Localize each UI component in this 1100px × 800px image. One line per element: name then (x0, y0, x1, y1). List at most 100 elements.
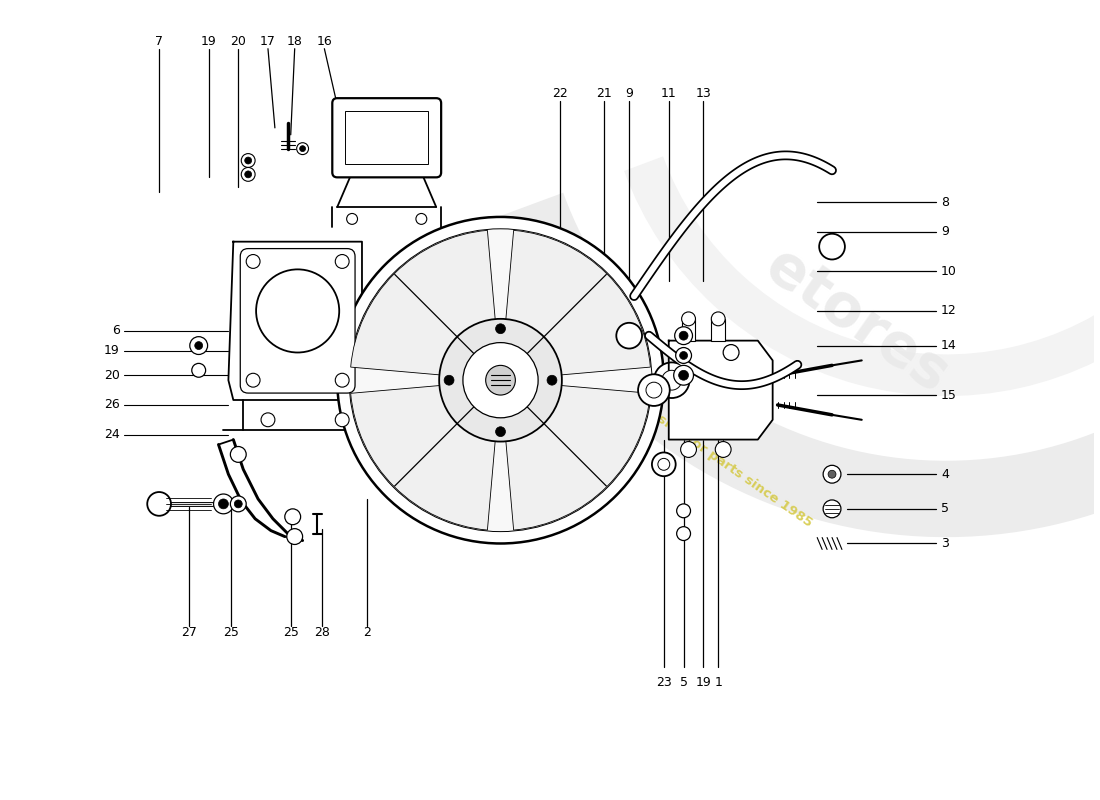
Circle shape (234, 500, 242, 508)
Circle shape (823, 500, 840, 518)
Circle shape (676, 526, 691, 541)
Circle shape (444, 375, 454, 385)
Wedge shape (500, 230, 650, 380)
Text: 19: 19 (695, 675, 712, 689)
Circle shape (213, 494, 233, 514)
Text: 15: 15 (940, 389, 957, 402)
Text: 12: 12 (940, 305, 957, 318)
Bar (682, 319, 695, 341)
Text: 5: 5 (940, 502, 949, 515)
Circle shape (680, 351, 688, 359)
Circle shape (828, 470, 836, 478)
Circle shape (241, 167, 255, 182)
Circle shape (338, 217, 663, 543)
Circle shape (241, 154, 255, 167)
Text: 14: 14 (940, 339, 957, 352)
Circle shape (820, 234, 845, 259)
Circle shape (653, 362, 690, 398)
Text: 6: 6 (112, 324, 120, 338)
Text: 3: 3 (940, 537, 949, 550)
Circle shape (256, 270, 339, 353)
Circle shape (336, 374, 349, 387)
Circle shape (496, 426, 506, 437)
Circle shape (463, 342, 538, 418)
Circle shape (147, 492, 170, 516)
Circle shape (416, 214, 427, 224)
Text: 20: 20 (103, 369, 120, 382)
Wedge shape (351, 380, 501, 530)
Text: 17: 17 (260, 35, 276, 48)
Text: 28: 28 (315, 626, 330, 639)
Circle shape (486, 366, 516, 395)
Circle shape (723, 345, 739, 361)
Circle shape (246, 254, 260, 268)
Circle shape (675, 347, 692, 363)
Circle shape (439, 319, 562, 442)
Text: 19: 19 (200, 35, 217, 48)
Circle shape (679, 331, 688, 340)
Text: 26: 26 (103, 398, 120, 411)
Circle shape (244, 171, 252, 178)
Circle shape (682, 312, 695, 326)
Circle shape (676, 504, 691, 518)
Circle shape (190, 337, 208, 354)
Circle shape (547, 375, 557, 385)
Text: 20: 20 (230, 35, 246, 48)
Text: 25: 25 (223, 626, 240, 639)
Text: 22: 22 (552, 86, 568, 100)
Text: 25: 25 (283, 626, 299, 639)
Circle shape (679, 370, 689, 380)
Text: etores: etores (755, 237, 959, 405)
Circle shape (681, 442, 696, 458)
Polygon shape (229, 242, 362, 400)
FancyBboxPatch shape (240, 249, 355, 393)
Text: 2: 2 (363, 626, 371, 639)
Circle shape (191, 363, 206, 378)
Text: 21: 21 (596, 86, 613, 100)
Circle shape (496, 324, 506, 334)
Bar (345, 111, 428, 165)
Text: a passion for parts since 1985: a passion for parts since 1985 (621, 390, 814, 530)
Text: 9: 9 (940, 226, 949, 238)
Circle shape (285, 509, 300, 525)
Circle shape (246, 374, 260, 387)
Circle shape (195, 342, 202, 350)
Wedge shape (500, 380, 650, 530)
Circle shape (336, 413, 349, 426)
FancyBboxPatch shape (332, 98, 441, 178)
Circle shape (336, 254, 349, 268)
Bar (712, 319, 725, 341)
Text: 9: 9 (625, 86, 634, 100)
Text: 19: 19 (103, 344, 120, 357)
Circle shape (638, 374, 670, 406)
Text: 23: 23 (656, 675, 672, 689)
Text: 8: 8 (940, 195, 949, 209)
Circle shape (230, 446, 246, 462)
Circle shape (349, 229, 652, 532)
Text: 1: 1 (714, 675, 723, 689)
Circle shape (673, 366, 693, 385)
Text: 24: 24 (103, 428, 120, 441)
Circle shape (646, 382, 662, 398)
Text: 4: 4 (940, 468, 949, 481)
Circle shape (346, 214, 358, 224)
Circle shape (616, 323, 642, 349)
Circle shape (219, 499, 229, 509)
Text: 5: 5 (680, 675, 688, 689)
Circle shape (244, 157, 252, 164)
Circle shape (715, 442, 732, 458)
Text: 18: 18 (287, 35, 303, 48)
Text: 13: 13 (695, 86, 712, 100)
Text: 16: 16 (317, 35, 332, 48)
Circle shape (662, 370, 682, 390)
Text: 11: 11 (661, 86, 676, 100)
Text: 27: 27 (180, 626, 197, 639)
Circle shape (297, 142, 308, 154)
Circle shape (299, 146, 306, 152)
Circle shape (287, 529, 303, 545)
Circle shape (658, 458, 670, 470)
Text: 7: 7 (155, 35, 163, 48)
Circle shape (261, 413, 275, 426)
Wedge shape (351, 230, 501, 380)
Circle shape (230, 496, 246, 512)
